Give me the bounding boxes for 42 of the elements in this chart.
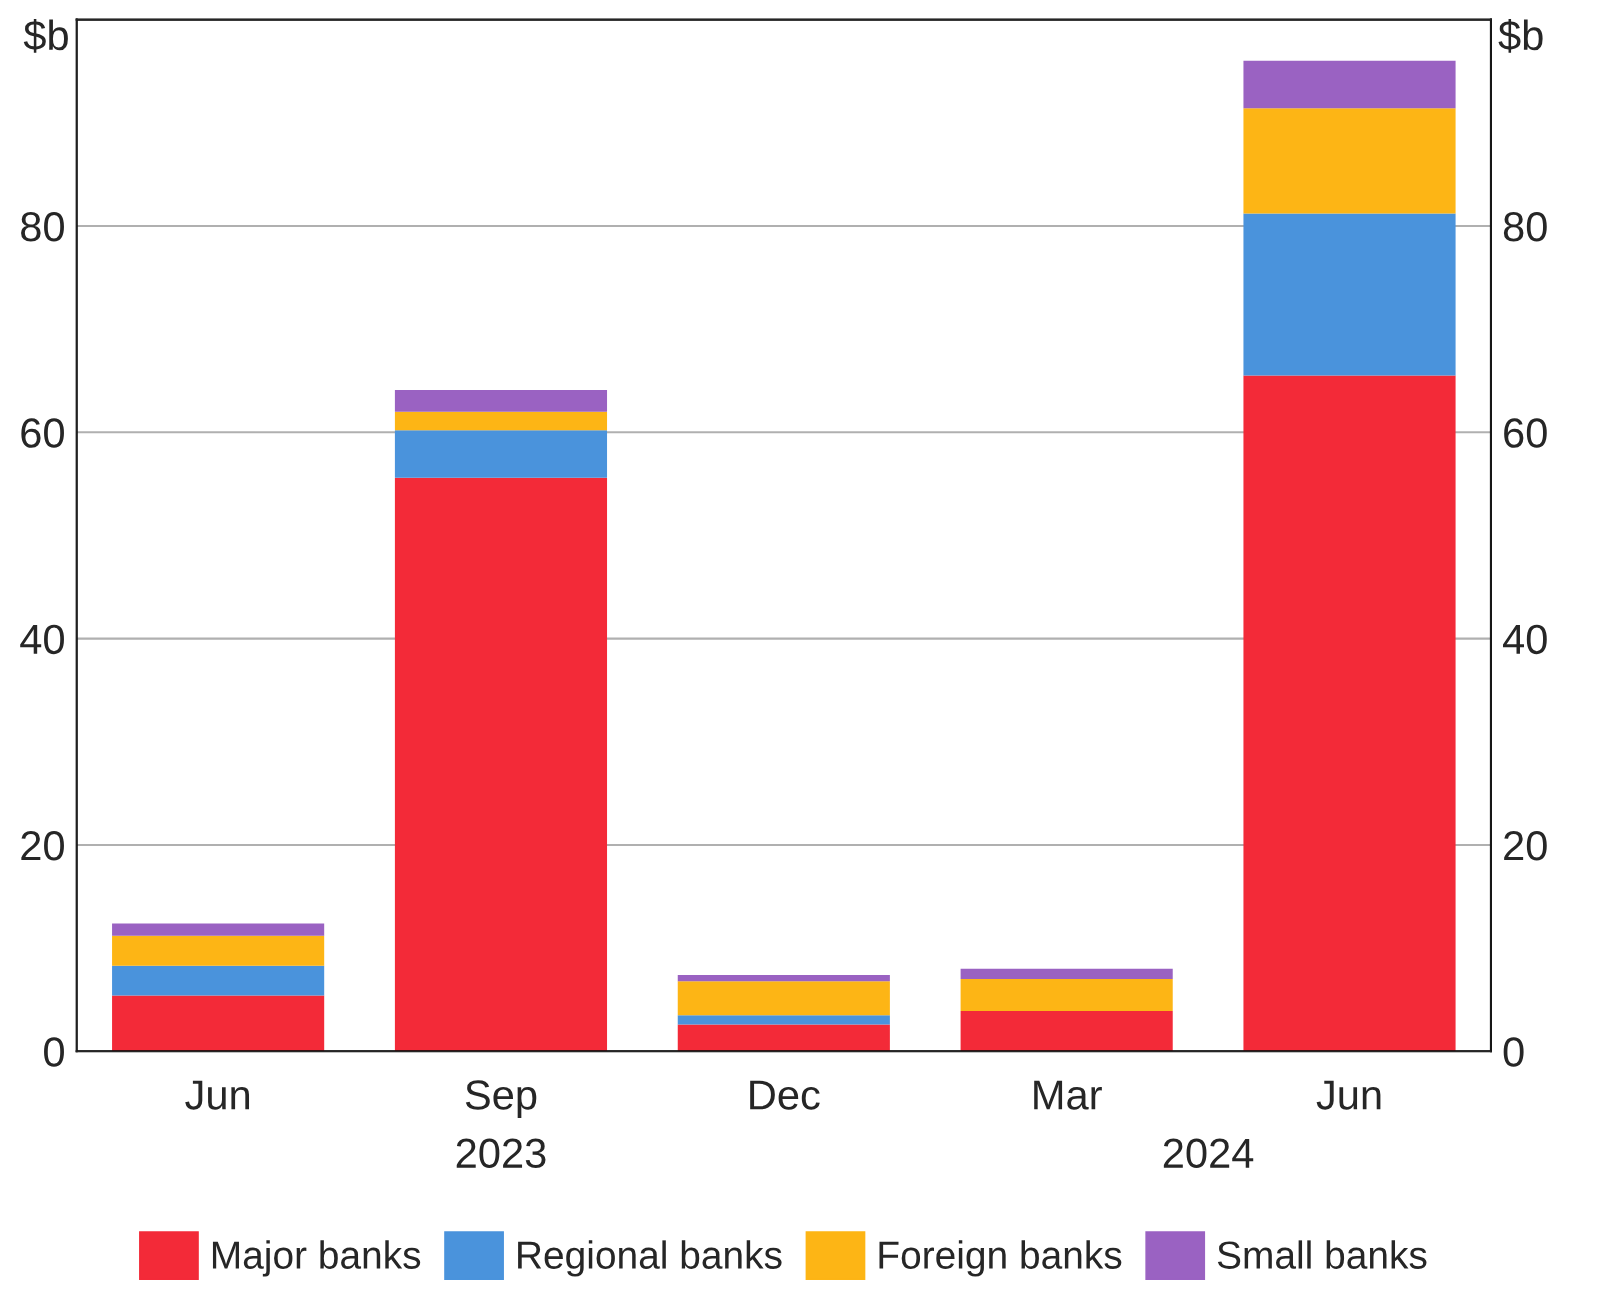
bar	[112, 935, 325, 966]
y2-tick-label: 40	[1503, 624, 1547, 655]
x-tick-label: Mar	[1034, 1080, 1102, 1110]
legend-label: Small banks	[1217, 1240, 1427, 1269]
x-tick-label: Jun	[1316, 1080, 1381, 1110]
legend-label: Major banks	[212, 1240, 421, 1277]
bar	[677, 1024, 890, 1052]
x-tick-label: Dec	[750, 1080, 820, 1110]
bar	[394, 430, 608, 478]
bar	[112, 995, 325, 1052]
bar	[1243, 60, 1456, 109]
bar	[112, 923, 325, 936]
bar	[112, 965, 325, 996]
y2-tick-label: 20	[1504, 830, 1547, 861]
bar	[394, 411, 608, 431]
bar	[960, 1011, 1173, 1052]
bar	[960, 979, 1173, 1012]
y-tick-label: 80	[21, 211, 64, 242]
bar	[1243, 108, 1456, 214]
bar	[394, 389, 608, 412]
y-axis-title: $b	[23, 18, 68, 53]
bar	[1243, 375, 1456, 1052]
bar	[960, 968, 1173, 980]
y2-axis-title: $b	[1498, 18, 1543, 53]
y2-tick-label: 0	[1503, 1037, 1524, 1067]
legend-label: Regional banks	[518, 1240, 782, 1277]
bar	[677, 981, 890, 1016]
y-tick-label: 60	[21, 418, 64, 448]
bar	[677, 974, 890, 982]
legend-label: Foreign banks	[879, 1240, 1122, 1277]
x-tick-label: Jun	[185, 1080, 250, 1110]
x-tick-label: Sep	[465, 1080, 537, 1118]
y2-tick-label: 80	[1503, 211, 1547, 242]
y2-tick-label: 60	[1504, 418, 1547, 448]
y-tick-label: 20	[21, 830, 64, 861]
bar	[1243, 213, 1456, 376]
bar	[394, 477, 608, 1052]
text: 2024	[1163, 1138, 1254, 1169]
bar	[677, 1015, 890, 1025]
text: 2023	[456, 1138, 546, 1169]
y-tick-label: 40	[20, 624, 64, 655]
y-tick-label: 0	[44, 1037, 64, 1067]
